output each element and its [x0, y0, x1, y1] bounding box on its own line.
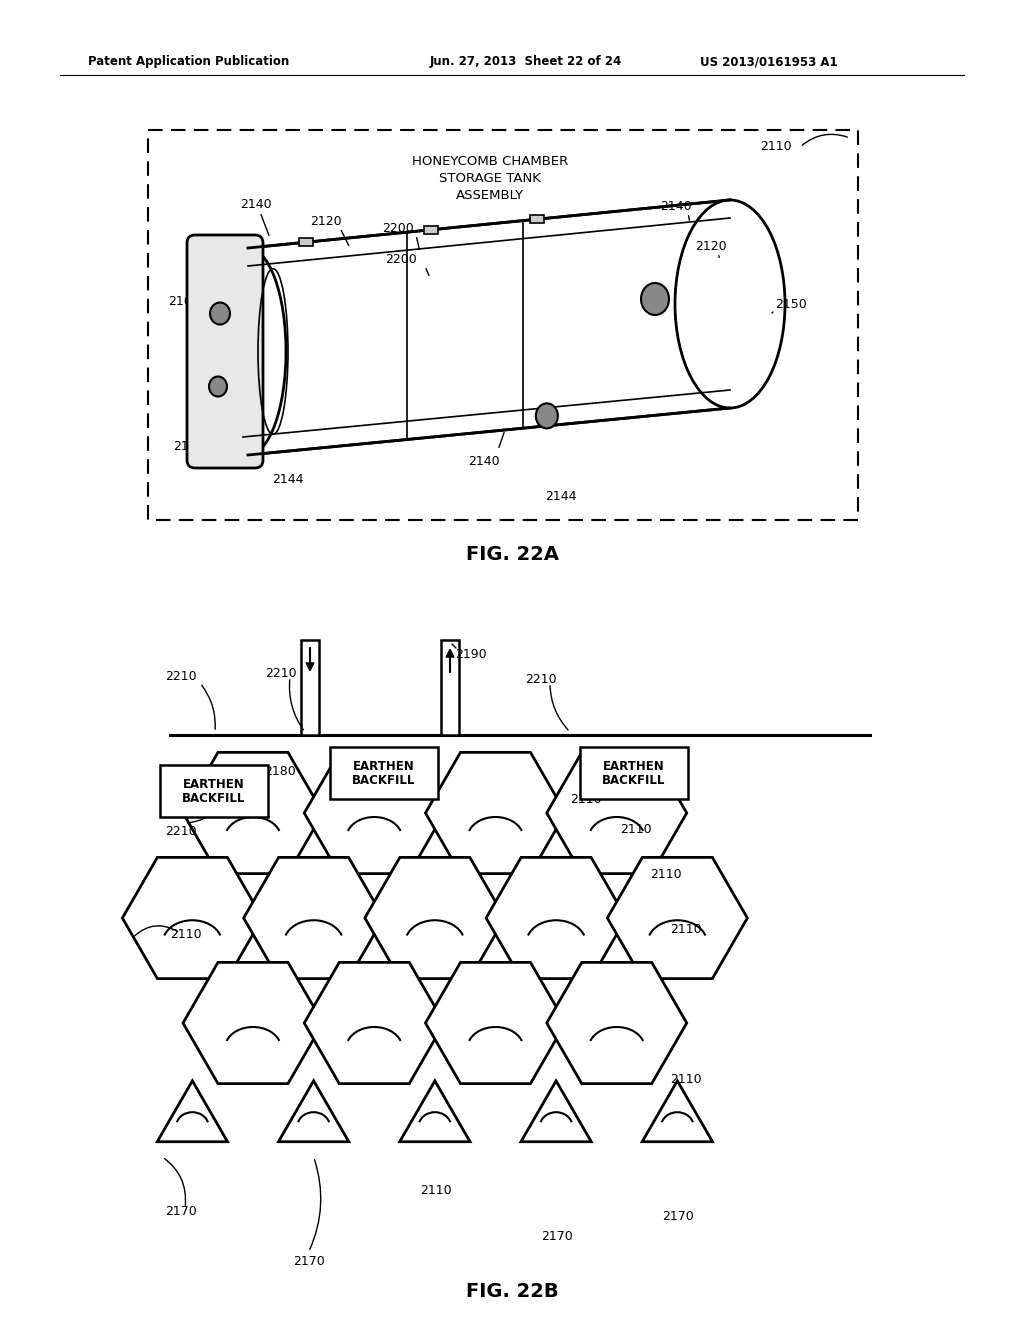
Text: ASSEMBLY: ASSEMBLY	[456, 189, 524, 202]
Text: EARTHEN: EARTHEN	[183, 777, 245, 791]
FancyBboxPatch shape	[187, 235, 263, 469]
Text: 2110: 2110	[570, 793, 602, 807]
Text: 2170: 2170	[294, 1255, 326, 1269]
Text: 2110: 2110	[760, 140, 792, 153]
Ellipse shape	[210, 248, 286, 455]
Polygon shape	[426, 752, 565, 874]
Text: 2144: 2144	[272, 473, 303, 486]
Text: BACKFILL: BACKFILL	[602, 774, 666, 787]
Polygon shape	[426, 962, 565, 1084]
Bar	[441, 640, 459, 735]
Text: 2120: 2120	[310, 215, 342, 228]
Text: 2210: 2210	[645, 756, 677, 770]
Text: 2210: 2210	[265, 667, 297, 680]
Polygon shape	[399, 1081, 470, 1142]
Polygon shape	[486, 858, 626, 978]
Text: 2140: 2140	[660, 201, 691, 213]
Bar	[301, 640, 319, 735]
Polygon shape	[244, 858, 384, 978]
Text: US 2013/0161953 A1: US 2013/0161953 A1	[700, 55, 838, 69]
Text: Patent Application Publication: Patent Application Publication	[88, 55, 289, 69]
Polygon shape	[183, 962, 323, 1084]
Polygon shape	[279, 1081, 349, 1142]
Polygon shape	[304, 962, 444, 1084]
Ellipse shape	[536, 404, 558, 429]
Text: 2120: 2120	[695, 240, 727, 253]
Polygon shape	[365, 858, 505, 978]
Text: 2110: 2110	[650, 869, 682, 880]
Bar	[580, 747, 688, 799]
Polygon shape	[248, 201, 730, 455]
Text: 2200: 2200	[385, 253, 417, 267]
Text: 2140: 2140	[173, 440, 205, 453]
Text: 2110: 2110	[620, 822, 651, 836]
Text: 2140: 2140	[468, 455, 500, 469]
Text: 2190: 2190	[455, 648, 486, 661]
Bar	[148, 129, 858, 520]
Text: 2210: 2210	[385, 752, 417, 766]
Bar	[530, 215, 544, 223]
Polygon shape	[123, 858, 262, 978]
Bar	[330, 747, 438, 799]
Text: 2170: 2170	[541, 1230, 572, 1243]
Text: EARTHEN: EARTHEN	[603, 759, 665, 772]
Text: STORAGE TANK: STORAGE TANK	[439, 172, 541, 185]
Text: 2210: 2210	[165, 671, 197, 682]
Polygon shape	[607, 858, 748, 978]
Text: 2160: 2160	[168, 294, 200, 308]
Text: 2180: 2180	[264, 766, 296, 777]
Text: FIG. 22B: FIG. 22B	[466, 1282, 558, 1302]
Ellipse shape	[210, 302, 230, 325]
Polygon shape	[183, 752, 323, 874]
Text: 2144: 2144	[545, 490, 577, 503]
Ellipse shape	[675, 201, 785, 408]
Text: HONEYCOMB CHAMBER: HONEYCOMB CHAMBER	[412, 154, 568, 168]
Text: 2140: 2140	[240, 198, 271, 211]
Text: 2110: 2110	[420, 1184, 452, 1197]
Polygon shape	[521, 1081, 591, 1142]
Polygon shape	[547, 962, 687, 1084]
Bar	[160, 766, 268, 817]
Text: 2210: 2210	[165, 825, 197, 838]
Text: 2170: 2170	[165, 1205, 197, 1218]
Text: 2170: 2170	[663, 1210, 694, 1224]
Text: 2200: 2200	[382, 222, 414, 235]
Ellipse shape	[209, 376, 227, 396]
Polygon shape	[158, 1081, 227, 1142]
Polygon shape	[304, 752, 444, 874]
Bar	[299, 238, 313, 247]
Text: EARTHEN: EARTHEN	[353, 759, 415, 772]
Bar	[424, 226, 438, 234]
Text: 2110: 2110	[670, 923, 701, 936]
Text: FIG. 22A: FIG. 22A	[466, 545, 558, 564]
Text: 2110: 2110	[670, 1073, 701, 1086]
Text: 2110: 2110	[340, 774, 372, 785]
Polygon shape	[642, 1081, 713, 1142]
Bar	[730, 195, 830, 413]
Text: BACKFILL: BACKFILL	[352, 774, 416, 787]
Text: Jun. 27, 2013  Sheet 22 of 24: Jun. 27, 2013 Sheet 22 of 24	[430, 55, 623, 69]
Ellipse shape	[641, 282, 669, 315]
Text: 2110: 2110	[170, 928, 202, 941]
Text: BACKFILL: BACKFILL	[182, 792, 246, 804]
Text: 2150: 2150	[775, 298, 807, 312]
Polygon shape	[547, 752, 687, 874]
Text: 2210: 2210	[525, 673, 557, 686]
